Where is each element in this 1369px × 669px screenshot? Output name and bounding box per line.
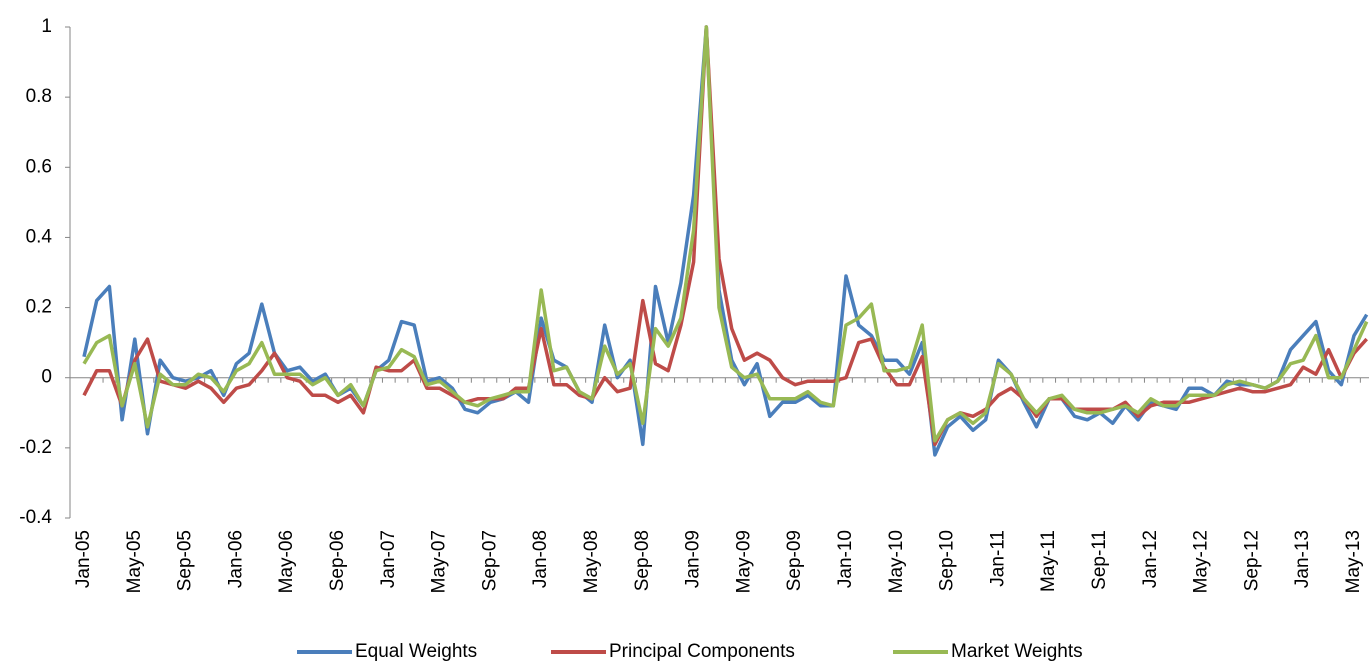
x-tick-label: May-12 xyxy=(1191,530,1212,593)
y-tick-label: 0.2 xyxy=(26,297,52,318)
x-tick-label: Jan-09 xyxy=(683,530,704,588)
y-tick-label: 0.8 xyxy=(26,86,52,107)
y-tick-label: 0 xyxy=(41,367,52,388)
x-tick-label: Sep-05 xyxy=(175,530,196,591)
y-tick-label: -0.4 xyxy=(19,507,52,528)
x-tick-label: Sep-11 xyxy=(1089,530,1110,590)
x-tick-label: May-13 xyxy=(1343,530,1364,593)
y-tick-label: 0.6 xyxy=(26,156,52,177)
x-tick-label: Sep-07 xyxy=(479,530,500,591)
x-tick-label: Sep-06 xyxy=(327,530,348,591)
x-tick-label: Jan-07 xyxy=(378,530,399,588)
legend-label: Market Weights xyxy=(951,641,1083,662)
x-tick-label: Sep-12 xyxy=(1241,530,1262,591)
x-tick-label: May-08 xyxy=(581,530,602,593)
x-tick-label: Jan-13 xyxy=(1292,530,1313,588)
x-tick-label: Jan-08 xyxy=(530,530,551,588)
x-tick-label: Sep-10 xyxy=(937,530,958,591)
series-line xyxy=(82,25,1369,447)
x-tick-label: May-06 xyxy=(276,530,297,593)
y-tick-label: 0.4 xyxy=(26,226,53,247)
x-tick-label: Sep-09 xyxy=(784,530,805,591)
x-tick-label: May-07 xyxy=(429,530,450,593)
x-tick-label: May-10 xyxy=(886,530,907,593)
x-tick-label: Jan-11 xyxy=(987,530,1008,587)
x-tick-label: Sep-08 xyxy=(632,530,653,591)
x-tick-label: May-09 xyxy=(733,530,754,593)
series-line xyxy=(82,25,1369,457)
legend-label: Equal Weights xyxy=(355,641,477,662)
x-tick-label: Jan-05 xyxy=(73,530,94,588)
series-line xyxy=(82,25,1369,443)
x-tick-label: Jan-10 xyxy=(835,530,856,588)
x-tick-label: May-11 xyxy=(1038,530,1059,592)
y-tick-label: 1 xyxy=(41,16,52,37)
x-tick-label: Jan-12 xyxy=(1140,530,1161,588)
x-tick-label: Jan-06 xyxy=(225,530,246,588)
x-tick-label: May-05 xyxy=(124,530,145,593)
y-tick-label: -0.2 xyxy=(19,437,52,458)
legend-label: Principal Components xyxy=(609,641,795,662)
